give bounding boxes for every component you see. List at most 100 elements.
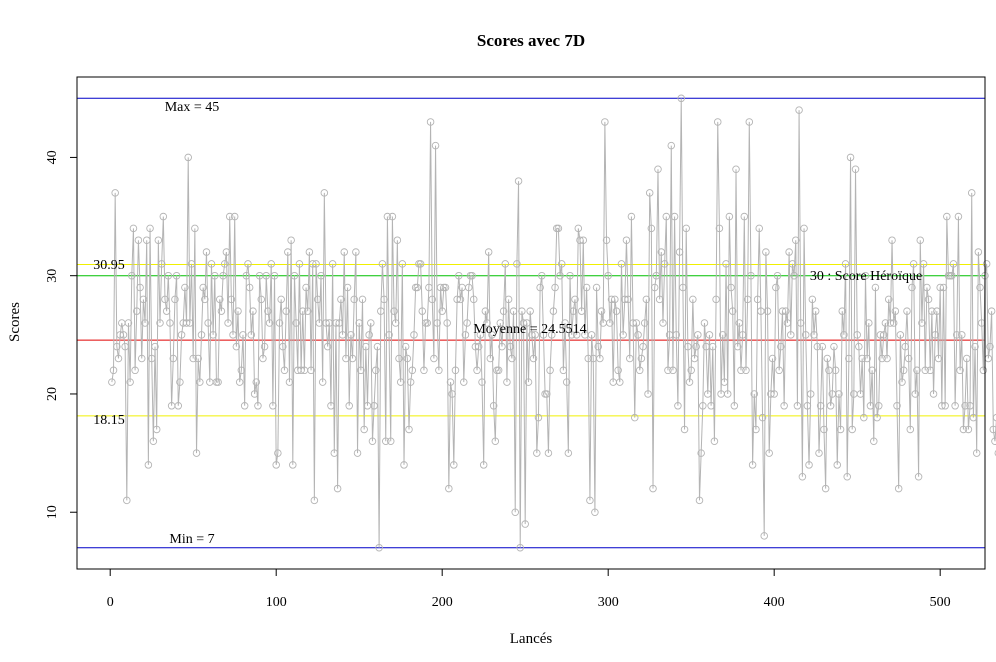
data-point — [634, 331, 642, 339]
data-point — [337, 295, 345, 304]
data-point — [826, 402, 835, 410]
data-point — [714, 118, 722, 126]
data-point — [235, 378, 244, 386]
data-point — [896, 331, 905, 339]
chart-title: Scores avec 7D — [477, 31, 585, 50]
data-point — [682, 224, 690, 233]
data-point — [720, 378, 729, 386]
data-point — [207, 260, 216, 268]
data-point — [886, 319, 895, 327]
data-point — [529, 354, 538, 363]
data-point — [974, 248, 983, 256]
data-point — [655, 295, 664, 304]
data-point — [473, 366, 481, 375]
data-point — [951, 402, 959, 410]
data-point — [846, 153, 855, 162]
data-point — [631, 413, 639, 422]
data-point — [967, 189, 976, 197]
data-point — [450, 461, 458, 469]
y-tick-label: 10 — [45, 505, 60, 519]
data-point — [647, 224, 656, 233]
data-point — [270, 271, 279, 280]
data-point — [149, 437, 158, 446]
data-point — [820, 425, 828, 434]
data-point — [926, 366, 934, 375]
data-point — [129, 224, 138, 233]
data-point — [141, 319, 149, 327]
data-point — [994, 450, 996, 457]
data-point — [310, 496, 319, 505]
data-point — [368, 437, 377, 446]
data-point — [868, 366, 876, 375]
data-point — [303, 307, 312, 315]
data-point — [526, 307, 534, 315]
data-point — [365, 331, 373, 339]
data-point — [908, 283, 916, 292]
data-point — [548, 331, 556, 339]
data-point — [377, 307, 385, 315]
data-point — [257, 295, 266, 304]
data-point — [821, 484, 830, 493]
data-point — [976, 283, 984, 292]
data-point — [320, 189, 329, 197]
data-point — [147, 354, 156, 363]
data-point — [252, 378, 261, 386]
data-point — [564, 449, 573, 457]
data-point — [357, 366, 365, 375]
data-point — [313, 295, 322, 304]
data-point — [582, 283, 591, 292]
data-point — [684, 342, 692, 351]
data-point — [287, 236, 295, 244]
upper-threshold-annotation: 30.95 — [93, 258, 125, 273]
data-point — [353, 449, 362, 457]
data-point — [876, 331, 885, 339]
data-point — [934, 354, 943, 363]
data-point — [119, 331, 128, 339]
data-point — [742, 366, 750, 375]
data-point — [491, 437, 500, 446]
data-point — [845, 354, 853, 363]
data-point — [516, 543, 524, 552]
data-point — [972, 449, 981, 457]
data-point — [362, 342, 370, 351]
data-point — [913, 366, 921, 375]
data-point — [123, 496, 131, 505]
data-point — [448, 390, 456, 398]
data-point — [549, 307, 558, 315]
data-point — [514, 177, 523, 185]
data-point — [933, 307, 941, 315]
data-point — [838, 307, 846, 315]
data-point — [322, 319, 330, 327]
data-point — [616, 378, 624, 386]
data-point — [501, 260, 510, 268]
data-point — [687, 366, 695, 375]
data-point — [991, 437, 996, 446]
data-point — [870, 437, 878, 446]
data-point — [801, 331, 810, 339]
data-point — [851, 165, 860, 173]
data-point — [921, 366, 929, 375]
data-point — [622, 236, 631, 244]
data-point — [811, 307, 820, 315]
data-point — [204, 319, 212, 327]
data-point — [498, 342, 506, 351]
data-point — [307, 366, 315, 375]
data-point — [408, 366, 417, 375]
data-point — [863, 354, 871, 363]
x-tick-label: 200 — [432, 595, 453, 610]
data-point — [113, 342, 121, 351]
data-point — [738, 331, 747, 339]
data-point — [260, 342, 269, 351]
data-point — [810, 331, 818, 339]
data-point — [873, 413, 881, 422]
data-point — [330, 449, 339, 457]
data-point — [889, 319, 898, 327]
data-point — [916, 236, 925, 244]
data-point — [649, 484, 657, 493]
data-point — [441, 283, 450, 292]
data-point — [866, 402, 875, 410]
data-point — [328, 260, 337, 268]
data-point — [513, 260, 521, 268]
data-point — [704, 390, 712, 398]
data-point — [723, 390, 732, 398]
